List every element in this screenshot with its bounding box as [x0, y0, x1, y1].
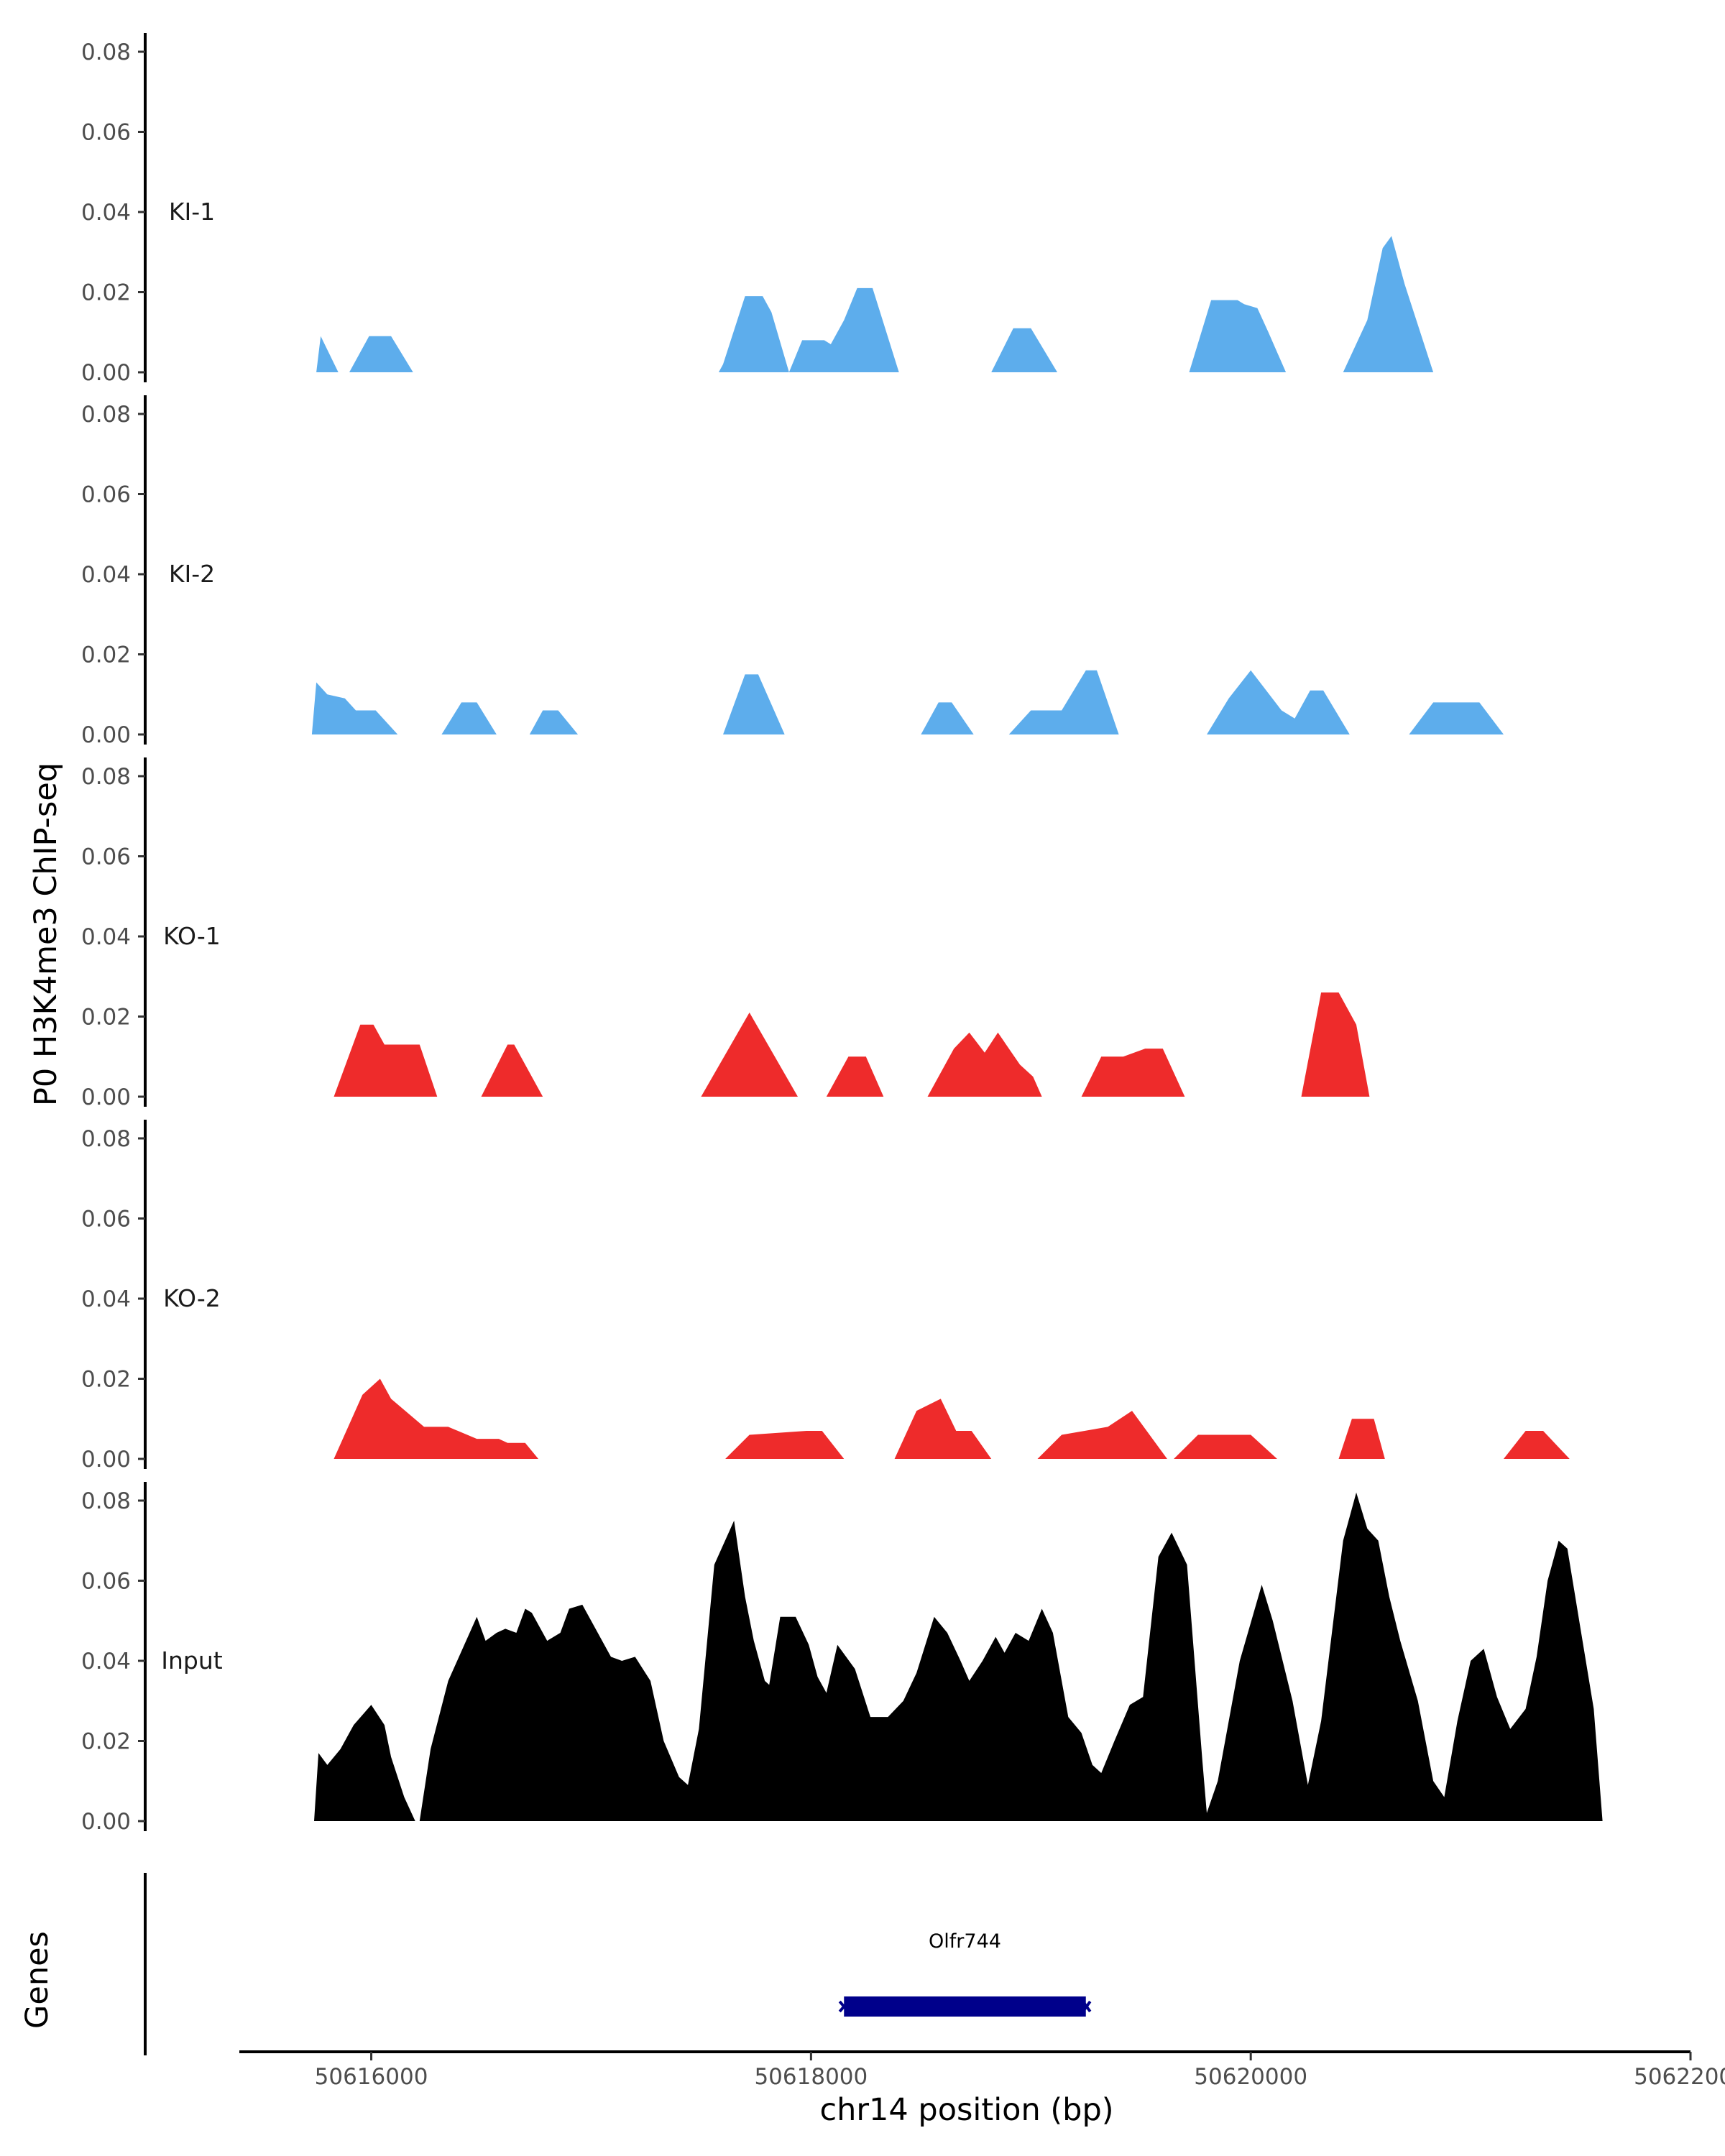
gene-layer: Olfr744 [838, 1930, 1092, 2017]
signal-peak [725, 1431, 845, 1459]
y-tick-label: 0.04 [81, 924, 131, 950]
y-tick-label: 0.00 [81, 360, 131, 386]
track-input: 0.00 0.02 0.04 0.06 0.08 Input [81, 1482, 1603, 1835]
y-tick-label: 0.02 [81, 1729, 131, 1755]
signal-peak [894, 1399, 992, 1459]
y-tick-label: 0.06 [81, 844, 131, 870]
y-tick-label: 0.08 [81, 764, 131, 790]
y-tick-label: 0.00 [81, 722, 131, 748]
signal-peak [1189, 300, 1287, 372]
track-label: Input [161, 1646, 223, 1674]
track-ki-2: 0.00 0.02 0.04 0.06 0.08 KI-2 [81, 395, 1504, 748]
signal-peak [1301, 992, 1370, 1097]
y-tick-label: 0.06 [81, 1569, 131, 1595]
gene-olfr744: Olfr744 [838, 1930, 1092, 2017]
y-axis-title: P0 H3K4me3 ChIP-seq [28, 763, 64, 1106]
y-tick-label: 0.02 [81, 1367, 131, 1393]
signal-peak [314, 1705, 415, 1821]
y-tick-label: 0.08 [81, 40, 131, 65]
signal-peak [991, 328, 1057, 372]
signal-peak [529, 710, 579, 734]
y-tick-label: 0.06 [81, 120, 131, 146]
signal-peak [927, 1032, 1042, 1097]
gene-label: Olfr744 [929, 1930, 1001, 1953]
track-ko-2: 0.00 0.02 0.04 0.06 0.08 KO-2 [81, 1120, 1570, 1473]
y-tick-label: 0.08 [81, 1488, 131, 1514]
signal-peak [316, 336, 339, 372]
y-tick-label: 0.06 [81, 482, 131, 508]
y-tick-label: 0.06 [81, 1207, 131, 1233]
signal-peak [349, 336, 413, 372]
signal-peak [1338, 1419, 1385, 1459]
signal-peak [441, 702, 497, 734]
x-tick-label: 50620000 [1194, 2064, 1307, 2090]
signal-peak [701, 1012, 798, 1097]
track-label: KO-2 [163, 1284, 221, 1312]
y-tick-label: 0.04 [81, 562, 131, 588]
y-tick-label: 0.04 [81, 200, 131, 226]
y-tick-label: 0.02 [81, 280, 131, 306]
signal-peak [1081, 1049, 1185, 1097]
gene-body [844, 1996, 1086, 2017]
genes-panel: Genes Olfr744 [19, 1873, 1092, 2055]
track-ko-1: 0.00 0.02 0.04 0.06 0.08 KO-1 [81, 757, 1370, 1110]
x-tick-label: 50622000 [1634, 2064, 1725, 2090]
x-tick-label: 50618000 [754, 2064, 868, 2090]
signal-peak [1409, 702, 1504, 734]
signal-peak [921, 702, 974, 734]
signal-peak [334, 1378, 538, 1459]
signal-peak [334, 1024, 438, 1097]
signal-peak [723, 674, 785, 734]
signal-peak [1008, 670, 1119, 734]
y-tick-label: 0.00 [81, 1084, 131, 1110]
y-tick-label: 0.00 [81, 1809, 131, 1835]
tracks-layer: 0.00 0.02 0.04 0.06 0.08 KI-1 0.00 0.02 0.04 0.06… [81, 33, 1603, 1835]
y-tick-label: 0.04 [81, 1649, 131, 1674]
signal-peak [419, 1492, 1603, 1821]
signal-peak [1174, 1434, 1277, 1459]
y-tick-label: 0.08 [81, 1126, 131, 1152]
signal-peak [788, 287, 899, 372]
y-tick-label: 0.02 [81, 1005, 131, 1031]
signal-peak [311, 682, 398, 734]
signal-peak [1037, 1411, 1167, 1459]
track-label: KI-1 [169, 198, 215, 226]
x-axis-title: chr14 position (bp) [819, 2092, 1113, 2128]
y-tick-label: 0.02 [81, 642, 131, 668]
y-tick-label: 0.00 [81, 1447, 131, 1473]
signal-peak [1207, 670, 1350, 734]
signal-peak [481, 1044, 543, 1097]
y-tick-label: 0.08 [81, 402, 131, 428]
signal-peak [826, 1056, 884, 1097]
x-axis: 50616000 50618000 50620000 50622000 chr14 p… [239, 2050, 1725, 2128]
gene-strand-arrow [838, 2000, 850, 2013]
signal-peak [1504, 1431, 1570, 1459]
signal-peak [718, 296, 789, 372]
track-label: KI-2 [169, 560, 215, 588]
x-tick-label: 50616000 [315, 2064, 428, 2090]
signal-peak [1343, 236, 1434, 372]
genes-label: Genes [19, 1931, 55, 2029]
gene-end-mark [1082, 2000, 1092, 2013]
x-ticks: 50616000 50618000 50620000 50622000 [315, 2052, 1725, 2090]
track-label: KO-1 [163, 922, 221, 950]
y-tick-label: 0.04 [81, 1286, 131, 1312]
track-ki-1: 0.00 0.02 0.04 0.06 0.08 KI-1 [81, 33, 1434, 386]
